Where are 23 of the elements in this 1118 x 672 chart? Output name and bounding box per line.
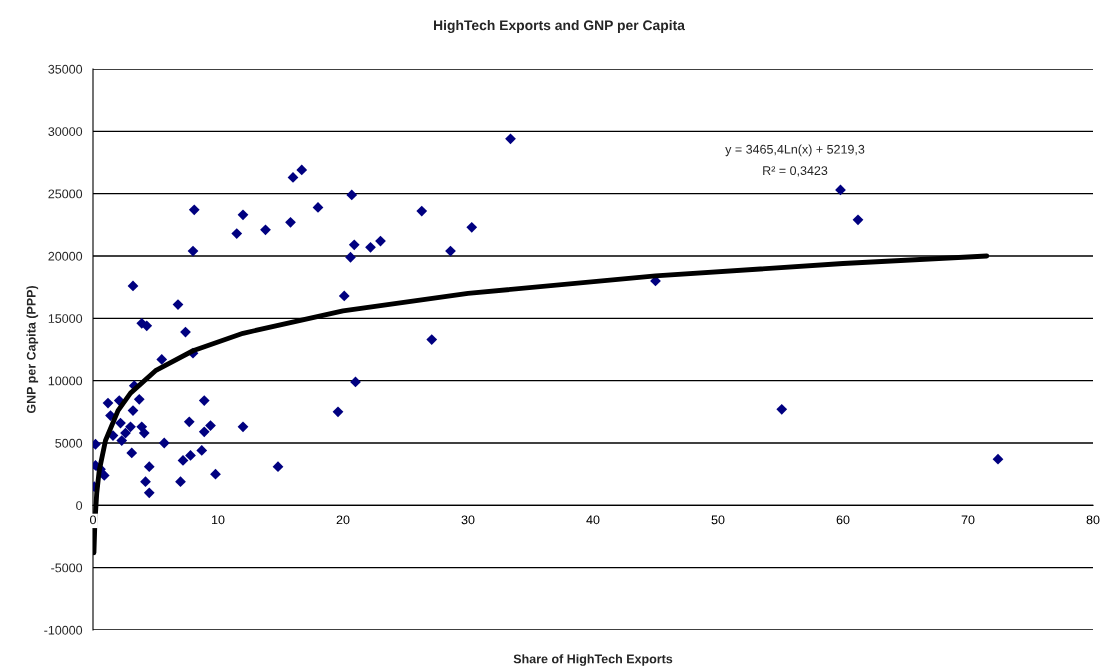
y-tick-label: -10000 bbox=[44, 625, 83, 635]
y-tick-label: 0 bbox=[76, 501, 83, 510]
x-tick-label: 60 bbox=[836, 515, 850, 525]
y-tick-label: 35000 bbox=[48, 64, 83, 74]
annotation: R² = 0,3423 bbox=[763, 166, 828, 177]
x-axis-title: Share of HighTech Exports bbox=[513, 654, 673, 666]
x-tick-label: 70 bbox=[961, 515, 975, 525]
x-tick-label: 30 bbox=[461, 515, 475, 525]
x-tick-label: 80 bbox=[1086, 515, 1100, 525]
annotation: y = 3465,4Ln(x) + 5219,3 bbox=[725, 144, 865, 157]
y-axis-title: GNP per Capita (PPP) bbox=[26, 285, 39, 414]
y-tick-label: 30000 bbox=[48, 127, 83, 136]
y-tick-label: 15000 bbox=[48, 314, 83, 323]
x-tick-label: 50 bbox=[711, 515, 725, 525]
y-tick-label: 20000 bbox=[48, 251, 83, 261]
chart-title: HighTech Exports and GNP per Capita bbox=[434, 20, 686, 34]
y-tick-label: -5000 bbox=[51, 563, 83, 573]
x-tick-label: 40 bbox=[586, 515, 600, 525]
y-tick-label: 25000 bbox=[48, 189, 83, 199]
x-tick-label: 20 bbox=[336, 515, 350, 525]
y-tick-label: 10000 bbox=[48, 376, 83, 386]
y-tick-label: 5000 bbox=[55, 438, 83, 448]
x-tick-label: 10 bbox=[212, 515, 225, 525]
